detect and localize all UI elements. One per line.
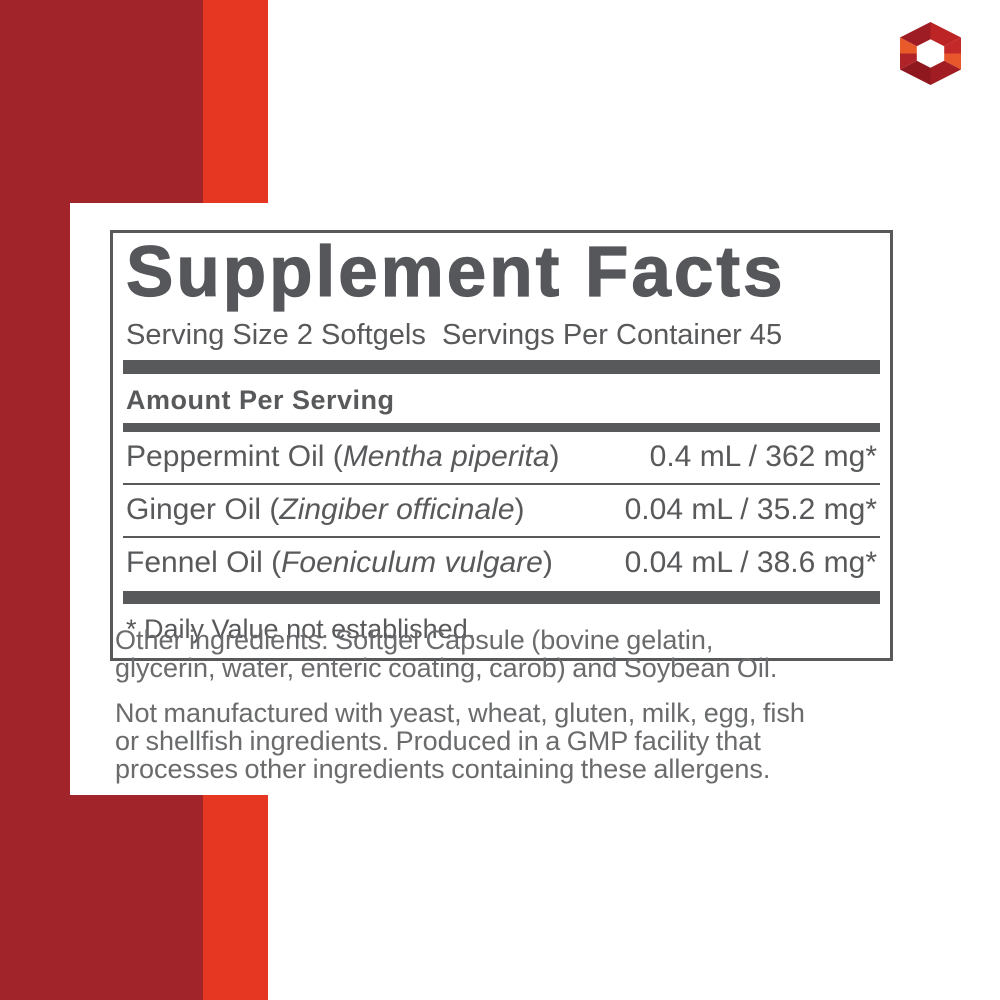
ingredient-amount: 0.4 mL / 362 mg* xyxy=(649,440,877,474)
ingredient-row-ginger: Ginger Oil (Zingiber officinale) 0.04 mL… xyxy=(113,485,890,536)
ingredient-row-fennel: Fennel Oil (Foeniculum vulgare) 0.04 mL … xyxy=(113,538,890,589)
other-ingredients-text: Other ingredients: Softgel Capsule (bovi… xyxy=(115,625,778,683)
ingredient-latin-name: Foeniculum vulgare xyxy=(281,546,543,580)
row-divider xyxy=(123,483,880,486)
ingredient-row-peppermint: Peppermint Oil (Mentha piperita) 0.4 mL … xyxy=(113,432,890,483)
ingredient-name-text: Peppermint Oil ( xyxy=(126,440,343,474)
logo-facet-right-lower xyxy=(944,53,961,70)
ingredient-latin-name: Mentha piperita xyxy=(342,440,550,474)
ingredient-name-close: ) xyxy=(514,493,525,527)
logo-facet-left-upper xyxy=(900,37,917,54)
ingredient-name: Ginger Oil (Zingiber officinale) xyxy=(126,493,525,527)
ingredient-amount: 0.04 mL / 38.6 mg* xyxy=(624,546,877,580)
supplement-facts-box: Supplement Facts Serving Size 2 Softgels… xyxy=(110,230,893,662)
label-white-panel: Supplement Facts Serving Size 2 Softgels… xyxy=(70,203,935,795)
amount-per-serving-header: Amount Per Serving xyxy=(126,385,395,416)
facts-title: Supplement Facts xyxy=(125,233,786,312)
allergen-statement-text: Not manufactured with yeast, wheat, glut… xyxy=(115,698,805,784)
ingredient-name: Peppermint Oil (Mentha piperita) xyxy=(126,440,560,474)
logo-facet-bottom-left xyxy=(900,60,931,85)
ingredient-name-text: Fennel Oil ( xyxy=(126,546,282,580)
logo-facet-bottom-right xyxy=(930,60,961,85)
ingredient-name-text: Ginger Oil ( xyxy=(126,493,280,527)
ingredient-name-close: ) xyxy=(542,546,553,580)
daily-value-footnote: * Daily Value not established. xyxy=(126,614,476,645)
brand-hexagon-logo xyxy=(900,22,961,85)
ingredient-latin-name: Zingiber officinale xyxy=(279,493,515,527)
logo-facet-top-left xyxy=(900,22,931,47)
row-divider xyxy=(123,536,880,539)
separator-bar-medium xyxy=(123,423,880,433)
logo-facet-left-lower xyxy=(900,53,917,70)
ingredient-name: Fennel Oil (Foeniculum vulgare) xyxy=(126,546,553,580)
logo-facet-top-right xyxy=(930,22,961,47)
serving-size-line: Serving Size 2 Softgels Servings Per Con… xyxy=(126,319,783,351)
ingredient-name-close: ) xyxy=(549,440,560,474)
separator-bar-thick-bottom xyxy=(123,591,880,605)
ingredient-amount: 0.04 mL / 35.2 mg* xyxy=(624,493,877,527)
separator-bar-thick-top xyxy=(123,360,880,375)
logo-facet-right-upper xyxy=(944,37,961,54)
